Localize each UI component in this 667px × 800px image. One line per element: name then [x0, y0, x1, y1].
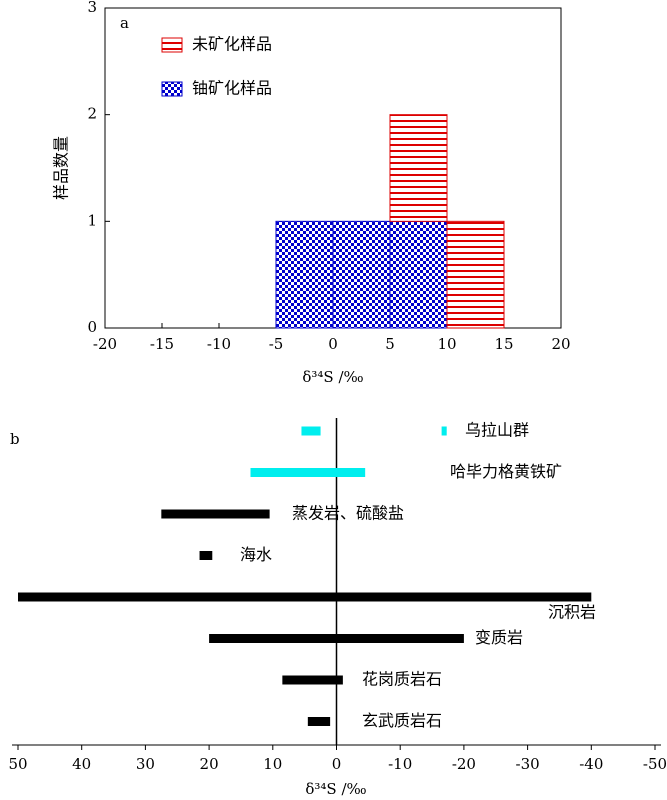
x-tick-label: 10	[263, 755, 282, 773]
x-tick-label: 0	[332, 755, 342, 773]
category-label: 乌拉山群	[465, 421, 529, 440]
x-tick-label: -40	[579, 755, 603, 773]
range-bar	[18, 592, 592, 602]
legend-label: 未矿化样品	[192, 35, 272, 54]
x-axis-label: δ³⁴S /‰	[305, 780, 366, 798]
range-bar	[282, 675, 343, 685]
category-label: 哈毕力格黄铁矿	[450, 462, 562, 481]
x-tick-label: 10	[437, 335, 456, 353]
x-tick-label: -20	[93, 335, 117, 353]
x-tick-label: 15	[494, 335, 513, 353]
legend-swatch	[161, 81, 183, 97]
panel-label: a	[120, 14, 129, 32]
x-tick-label: -50	[643, 755, 667, 773]
x-tick-label: 30	[136, 755, 155, 773]
category-label: 蒸发岩、硫酸盐	[292, 504, 404, 523]
x-tick-label: -30	[516, 755, 540, 773]
x-axis-label: δ³⁴S /‰	[302, 368, 363, 386]
range-bar	[307, 717, 331, 726]
y-tick-label: 3	[87, 0, 97, 16]
x-tick-label: -10	[207, 335, 231, 353]
y-tick-label: 1	[87, 211, 97, 229]
legend-label: 铀矿化样品	[192, 79, 272, 98]
bar	[332, 220, 391, 329]
range-bar	[250, 468, 366, 477]
category-label: 沉积岩	[548, 603, 596, 622]
bar	[275, 220, 334, 329]
y-tick-label: 2	[87, 105, 97, 123]
x-tick-label: 50	[8, 755, 27, 773]
range-bar	[209, 634, 464, 643]
bar	[446, 220, 505, 329]
x-tick-label: -10	[388, 755, 412, 773]
x-tick-label: 5	[385, 335, 395, 353]
x-tick-label: -5	[269, 335, 284, 353]
range-bar	[199, 551, 213, 560]
range-bar	[161, 509, 270, 519]
y-tick-label: 0	[87, 318, 97, 336]
legend-swatch	[161, 37, 183, 53]
x-tick-label: -20	[452, 755, 476, 773]
category-label: 花岗质岩石	[362, 670, 442, 689]
x-tick-label: 40	[72, 755, 91, 773]
category-label: 玄武质岩石	[362, 711, 442, 730]
category-label: 变质岩	[475, 628, 523, 647]
y-axis-label: 样品数量	[52, 136, 71, 200]
panel-label: b	[10, 430, 20, 448]
x-tick-label: 20	[551, 335, 570, 353]
x-tick-label: -15	[150, 335, 174, 353]
range-bar	[441, 426, 447, 436]
x-tick-label: 0	[328, 335, 338, 353]
bar	[389, 220, 448, 329]
bar	[389, 114, 448, 222]
x-tick-label: 20	[200, 755, 219, 773]
range-bar	[301, 426, 321, 436]
category-label: 海水	[240, 545, 272, 564]
